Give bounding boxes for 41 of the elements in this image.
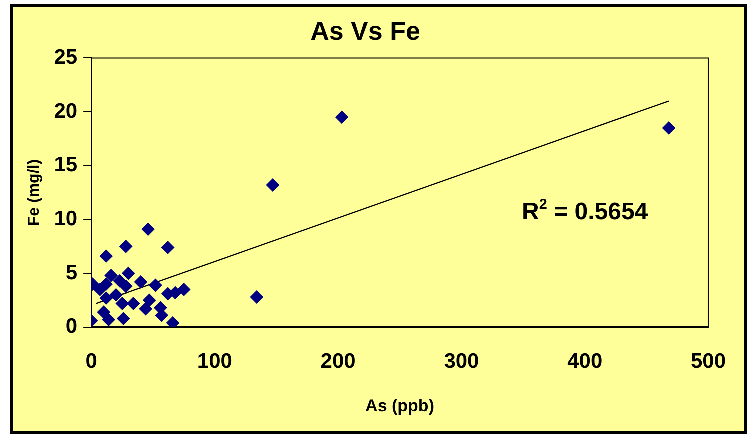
point: [117, 312, 130, 326]
point: [266, 178, 280, 192]
point: [178, 283, 191, 296]
y-tick-label: 15: [54, 154, 78, 177]
point: [97, 306, 110, 319]
point: [143, 294, 156, 307]
y-tick-label: 25: [54, 46, 78, 69]
point: [149, 278, 162, 292]
y-tick-label: 5: [66, 261, 78, 284]
point: [127, 297, 140, 310]
point: [116, 297, 129, 310]
point: [662, 122, 676, 135]
point: [134, 276, 148, 289]
point: [102, 313, 116, 326]
y-tick-label: 0: [66, 315, 78, 338]
x-tick-label: 100: [197, 350, 232, 373]
point: [120, 240, 133, 254]
x-tick-label: 0: [86, 350, 98, 373]
point: [166, 316, 180, 328]
x-tick-label: 200: [320, 350, 356, 373]
chart-title: As Vs Fe: [310, 16, 420, 46]
x-tick-label: 500: [690, 350, 726, 373]
point: [100, 250, 113, 263]
point: [155, 309, 168, 322]
x-axis-title: As (ppb): [366, 396, 434, 416]
x-tick-label: 300: [444, 350, 480, 373]
point: [120, 280, 133, 293]
point: [104, 269, 118, 282]
point: [142, 222, 155, 236]
point: [162, 241, 175, 254]
point: [100, 292, 113, 305]
point: [100, 278, 113, 291]
y-axis-title: Fe (mg/l): [26, 159, 44, 226]
point: [139, 302, 152, 316]
y-tick-label: 10: [54, 208, 78, 231]
point: [122, 267, 136, 280]
point: [250, 290, 264, 304]
point: [336, 110, 349, 124]
x-tick-label: 400: [568, 350, 603, 373]
y-tick-label: 20: [54, 100, 78, 123]
point: [110, 288, 123, 302]
